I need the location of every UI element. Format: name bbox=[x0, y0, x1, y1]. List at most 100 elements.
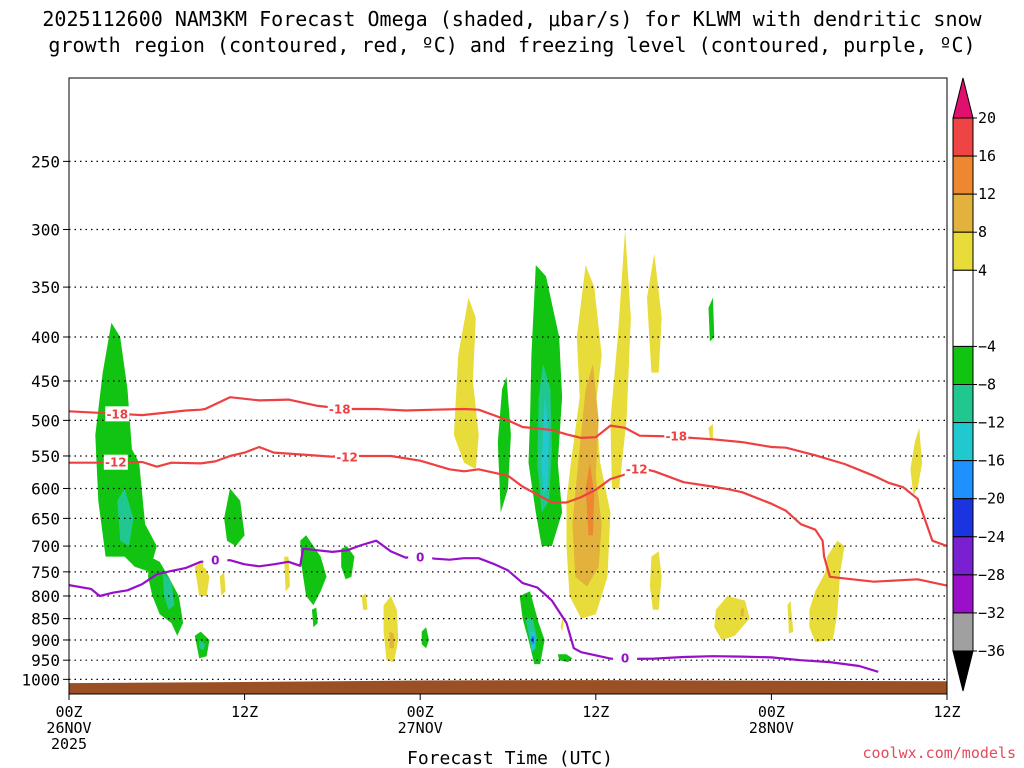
colorbar-label-6: −8 bbox=[978, 376, 996, 394]
y-tick-label-400: 400 bbox=[31, 328, 60, 347]
x-tick-label-0-1: 26NOV bbox=[46, 719, 91, 737]
omega-region-39 bbox=[787, 600, 794, 634]
dgz-contour-minus12-label-2: -12 bbox=[626, 462, 648, 476]
colorbar-top-arrow bbox=[952, 77, 974, 119]
omega-region-26 bbox=[541, 397, 549, 495]
omega-region-38 bbox=[740, 607, 744, 617]
x-tick-label-4-0: 00Z bbox=[758, 703, 785, 721]
colorbar-label-10: −24 bbox=[978, 528, 1005, 546]
y-tick-label-900: 900 bbox=[31, 631, 60, 650]
dgz-contour-minus12-label-1: -12 bbox=[336, 450, 358, 464]
y-tick-label-550: 550 bbox=[31, 447, 60, 466]
dgz-contour-minus18-label-bg-1 bbox=[327, 401, 352, 417]
omega-region-41 bbox=[910, 427, 923, 495]
dgz-contour-minus18-label-bg-0 bbox=[105, 406, 130, 422]
colorbar-bin-6 bbox=[952, 384, 974, 424]
omega-region-37 bbox=[714, 596, 750, 640]
y-tick-label-850: 850 bbox=[31, 610, 60, 629]
omega-region-14 bbox=[383, 596, 399, 663]
omega-region-10 bbox=[311, 607, 318, 628]
dgz-contour-minus18-label-2: -18 bbox=[665, 429, 687, 443]
y-tick-label-1000: 1000 bbox=[21, 670, 60, 689]
colorbar-label-3: 8 bbox=[978, 223, 987, 241]
freezing-level-contour-label-bg-0 bbox=[203, 552, 228, 568]
omega-region-6 bbox=[199, 640, 206, 651]
dgz-contour-minus18 bbox=[69, 396, 947, 548]
dgz-contour-minus12-label-bg-2 bbox=[624, 461, 649, 477]
x-tick-label-1-0: 12Z bbox=[231, 703, 258, 721]
colorbar-bin-3 bbox=[952, 231, 974, 271]
omega-region-28 bbox=[572, 364, 602, 587]
omega-region-7 bbox=[224, 488, 245, 547]
x-axis-label: Forecast Time (UTC) bbox=[407, 748, 613, 768]
omega-region-4 bbox=[194, 561, 210, 596]
colorbar-bin-4 bbox=[952, 269, 974, 347]
omega-region-15 bbox=[389, 631, 394, 649]
colorbar-bin-12 bbox=[952, 612, 974, 652]
omega-region-29 bbox=[585, 462, 595, 536]
omega-region-16 bbox=[421, 627, 429, 649]
colorbar-bin-5 bbox=[952, 345, 974, 385]
dgz-contour-minus12-label-0: -12 bbox=[105, 456, 127, 470]
x-tick-label-4-1: 28NOV bbox=[749, 719, 794, 737]
omega-region-32 bbox=[557, 654, 573, 663]
omega-region-0 bbox=[95, 322, 157, 572]
colorbar-bin-7 bbox=[952, 422, 974, 462]
y-tick-label-250: 250 bbox=[31, 152, 60, 171]
dgz-contour-minus18-label-bg-2 bbox=[664, 428, 689, 444]
freezing-level-contour-label-bg-1 bbox=[408, 549, 433, 565]
colorbar-bin-2 bbox=[952, 193, 974, 233]
y-tick-label-300: 300 bbox=[31, 220, 60, 239]
colorbar-label-1: 16 bbox=[978, 147, 996, 165]
x-tick-label-3-0: 12Z bbox=[582, 703, 609, 721]
colorbar-bottom-arrow bbox=[952, 650, 974, 692]
omega-region-33 bbox=[560, 618, 564, 632]
credit-link[interactable]: coolwx.com/models bbox=[862, 744, 1016, 762]
omega-region-35 bbox=[708, 424, 713, 439]
omega-region-17 bbox=[453, 297, 479, 470]
y-tick-label-350: 350 bbox=[31, 278, 60, 297]
dgz-contour-minus12 bbox=[69, 445, 947, 587]
y-tick-label-800: 800 bbox=[31, 587, 60, 606]
plot-frame bbox=[68, 77, 948, 695]
x-tick-label-0-0: 00Z bbox=[55, 703, 82, 721]
dgz-contour-minus18-label-0: -18 bbox=[106, 407, 128, 421]
omega-region-34 bbox=[708, 297, 715, 342]
colorbar-label-4: 4 bbox=[978, 261, 987, 279]
colorbar-bin-9 bbox=[952, 498, 974, 538]
colorbar-bin-0 bbox=[952, 117, 974, 157]
omega-region-3 bbox=[162, 571, 175, 610]
omega-region-31 bbox=[647, 253, 662, 373]
colorbar-label-5: −4 bbox=[978, 337, 996, 355]
y-tick-label-650: 650 bbox=[31, 509, 60, 528]
plot-content: -18 -18 -18 -12 -12 -12 0 0 0 bbox=[69, 160, 947, 694]
colorbar-label-12: −32 bbox=[978, 604, 1005, 622]
omega-region-11 bbox=[284, 556, 290, 592]
chart-title-line-2: growth region (contoured, red, ºC) and f… bbox=[48, 33, 975, 57]
omega-region-18 bbox=[497, 376, 511, 513]
freezing-level-contour-label-1: 0 bbox=[416, 551, 424, 565]
omega-region-23 bbox=[532, 637, 534, 642]
omega-region-30 bbox=[610, 229, 631, 489]
colorbar-bin-8 bbox=[952, 460, 974, 500]
omega-region-9 bbox=[300, 535, 327, 606]
colorbar-label-13: −36 bbox=[978, 642, 1005, 660]
colorbar-bin-1 bbox=[952, 155, 974, 195]
freezing-level-contour bbox=[69, 539, 879, 673]
colorbar-bin-11 bbox=[952, 574, 974, 614]
y-tick-label-950: 950 bbox=[31, 651, 60, 670]
omega-region-12 bbox=[341, 546, 355, 580]
x-tick-label-5-0: 12Z bbox=[933, 703, 960, 721]
freezing-level-contour-label-0: 0 bbox=[211, 554, 219, 568]
y-axis: 250 300 350 400 450 500 550 600 650 700 750 800 850 9… bbox=[21, 152, 69, 689]
dgz-contour-minus12-label-bg-0 bbox=[103, 454, 128, 470]
colorbar: 20 16 12 8 4 −4 −8 −12 −16 −20 −24 −28 −32 −36 bbox=[952, 77, 1005, 692]
colorbar-label-8: −16 bbox=[978, 452, 1005, 470]
colorbar-label-2: 12 bbox=[978, 185, 996, 203]
colorbar-label-11: −28 bbox=[978, 566, 1005, 584]
dgz-contour-minus18-label-1: -18 bbox=[329, 403, 351, 417]
terrain bbox=[69, 680, 947, 694]
colorbar-label-9: −20 bbox=[978, 490, 1005, 508]
